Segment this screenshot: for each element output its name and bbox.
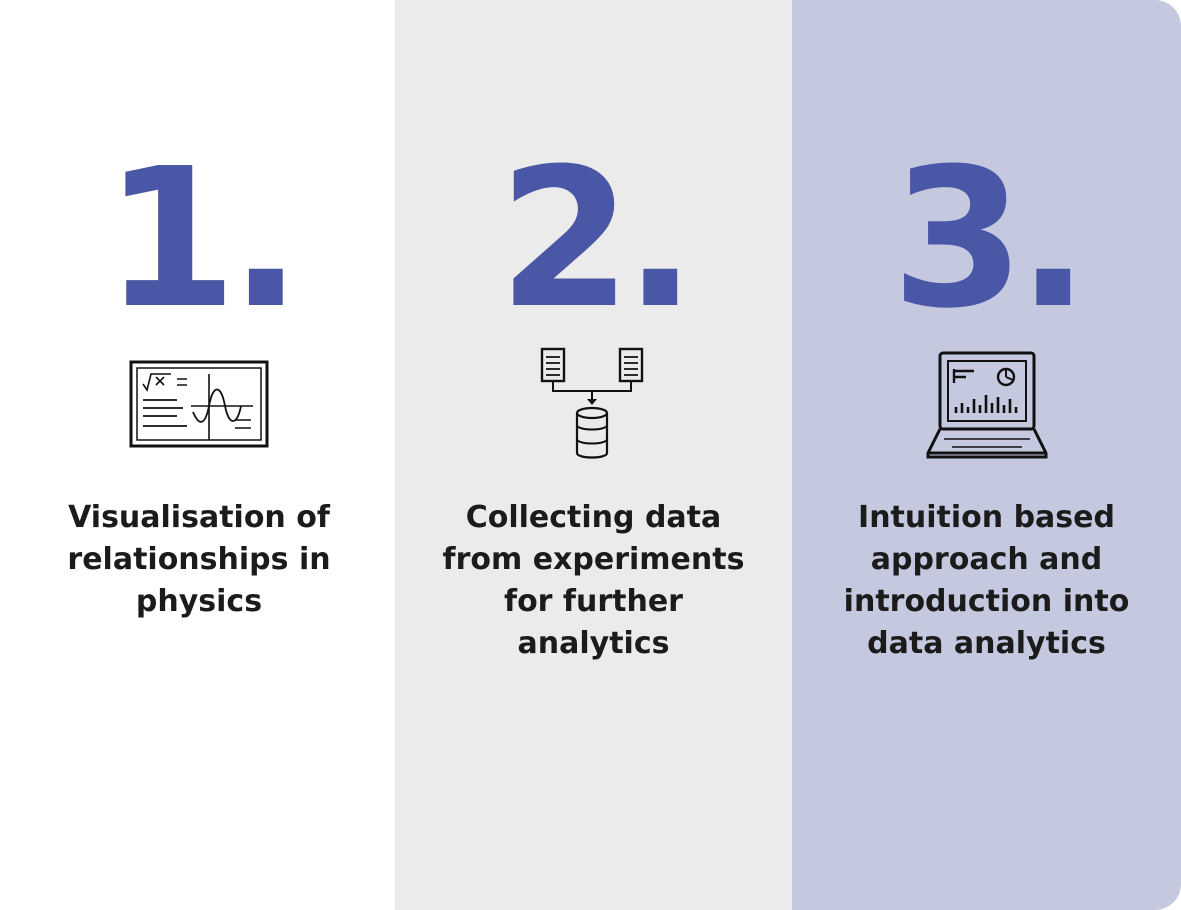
step-3-background-band xyxy=(792,0,1181,910)
step-3-label: Intuition based approach and introductio… xyxy=(843,500,1130,661)
step-1: 1. Visualisation of relationships in xyxy=(0,0,398,910)
step-1-label: Visualisation of relationships in physic… xyxy=(67,500,331,619)
step-2-label: Collecting data from experiments for fur… xyxy=(442,500,745,661)
step-1-number: 1. xyxy=(103,128,303,351)
step-3: 3. Intuition based approach and intro xyxy=(792,0,1181,910)
step-2: 2. Collecting data from experiments for … xyxy=(395,0,792,910)
step-2-number: 2. xyxy=(498,128,697,351)
laptop-dashboard-icon xyxy=(926,351,1047,459)
step-3-number: 3. xyxy=(891,128,1090,351)
documents-to-database-icon xyxy=(540,347,643,459)
chalkboard-formula-icon xyxy=(129,360,269,448)
